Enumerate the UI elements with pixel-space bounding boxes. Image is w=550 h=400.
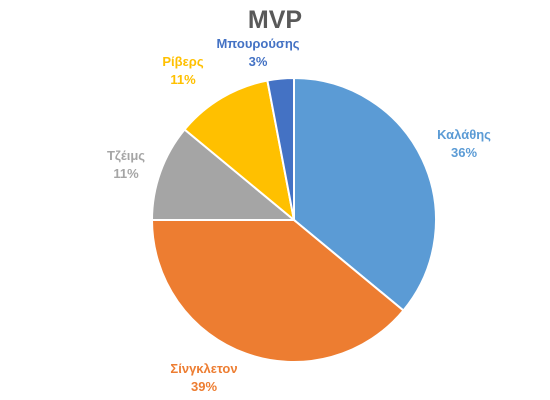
slice-value-label: 11% [170,72,196,87]
slice-value-label: 36% [451,145,477,160]
slice-name-label: Σίνγκλετον [170,361,237,376]
slice-name-label: Τζέιμς [107,148,145,163]
slice-value-label: 3% [249,54,268,69]
data-label-3: Τζέιμς 11% [107,148,145,181]
pie-slice-3 [150,128,297,221]
slice-name-label: Ρίβερς [162,54,203,69]
pie-slice-1 [293,76,437,312]
data-label-5: Μπουρούσης 3% [216,36,299,69]
slice-value-label: 39% [191,379,217,394]
slice-name-label: Μπουρούσης [216,36,299,51]
chart-title: MVP [247,6,303,34]
pie-slice-5 [266,76,295,221]
slice-value-label: 11% [113,166,139,181]
data-label-1: Καλάθης 36% [437,127,491,160]
pie-slice-2 [150,219,405,363]
slice-name-label: Καλάθης [437,127,491,142]
data-label-4: Ρίβερς 11% [162,54,203,87]
pie-slice-4 [183,79,296,223]
data-label-2: Σίνγκλετον 39% [170,361,237,394]
